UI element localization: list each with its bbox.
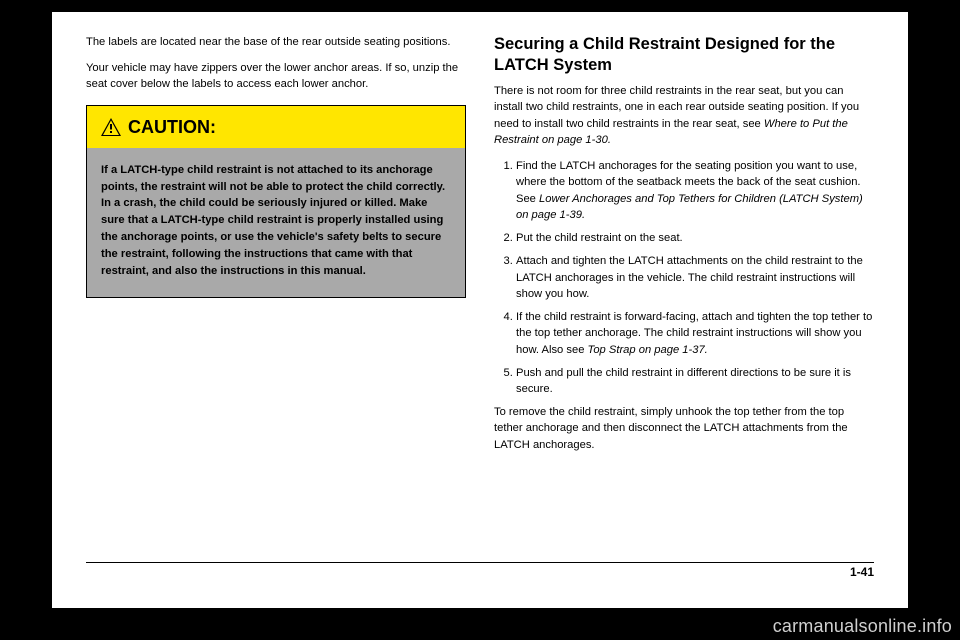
outro-paragraph: To remove the child restraint, simply un… [494, 404, 874, 453]
footer-rule [86, 562, 874, 563]
step-item: Push and pull the child restraint in dif… [516, 365, 874, 397]
caution-box: CAUTION: If a LATCH-type child restraint… [86, 105, 466, 299]
watermark-text: carmanualsonline.info [773, 616, 952, 637]
steps-list: Find the LATCH anchorages for the seatin… [494, 158, 874, 397]
step-item: Find the LATCH anchorages for the seatin… [516, 158, 874, 223]
intro-paragraph: There is not room for three child restra… [494, 83, 874, 148]
caution-body-text: If a LATCH-type child restraint is not a… [87, 148, 465, 298]
cross-reference: Top Strap on page 1-37. [588, 344, 708, 356]
warning-triangle-icon [101, 118, 121, 136]
paragraph: The labels are located near the base of … [86, 34, 466, 50]
step-text: Put the child restraint on the seat. [516, 232, 683, 244]
step-item: If the child restraint is forward-facing… [516, 309, 874, 358]
section-heading: Securing a Child Restraint Designed for … [494, 34, 874, 75]
step-text: Attach and tighten the LATCH attachments… [516, 255, 863, 299]
two-column-layout: The labels are located near the base of … [86, 34, 874, 554]
caution-label: CAUTION: [128, 114, 216, 140]
page-number: 1-41 [86, 565, 874, 579]
step-item: Attach and tighten the LATCH attachments… [516, 253, 874, 302]
right-column: Securing a Child Restraint Designed for … [494, 34, 874, 554]
step-text: Push and pull the child restraint in dif… [516, 367, 851, 395]
paragraph: Your vehicle may have zippers over the l… [86, 60, 466, 92]
cross-reference: Lower Anchorages and Top Tethers for Chi… [516, 193, 863, 221]
left-column: The labels are located near the base of … [86, 34, 466, 554]
manual-page: The labels are located near the base of … [52, 12, 908, 608]
caution-header: CAUTION: [87, 106, 465, 148]
step-item: Put the child restraint on the seat. [516, 230, 874, 246]
